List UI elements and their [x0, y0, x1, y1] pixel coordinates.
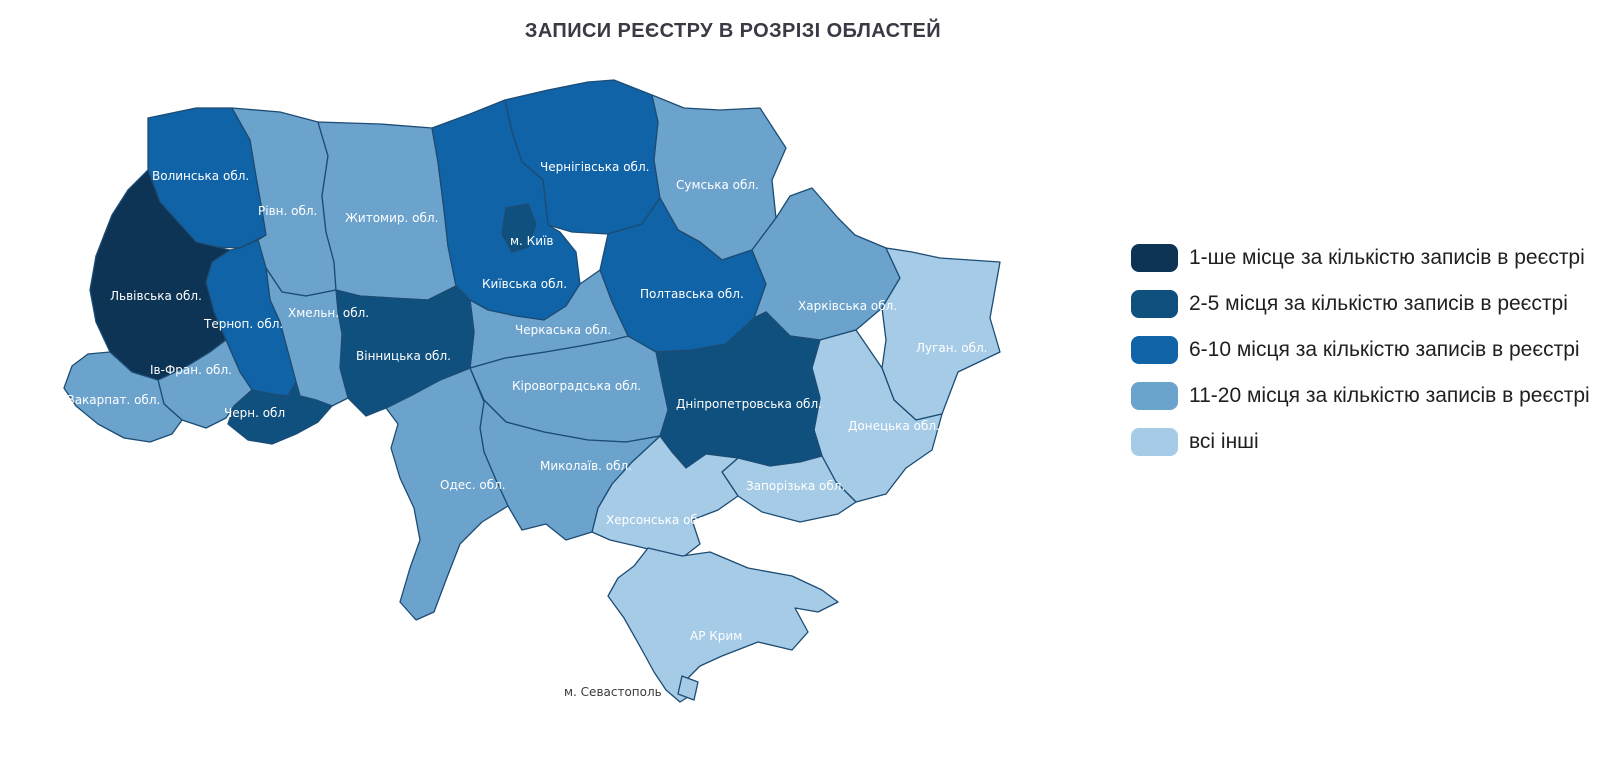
- region-sevastopol[interactable]: [677, 675, 699, 701]
- legend-row-2: 2-5 місця за кількістю записів в реєстрі: [1131, 290, 1620, 318]
- region-kyiv_city[interactable]: [501, 203, 537, 253]
- legend-label-1: 1-ше місце за кількістю записів в реєстр…: [1189, 246, 1585, 269]
- legend-label-2: 2-5 місця за кількістю записів в реєстрі: [1189, 292, 1568, 315]
- legend-row-3: 6-10 місця за кількістю записів в реєстр…: [1131, 336, 1620, 364]
- legend-row-4: 11-20 місця за кількістю записів в реєст…: [1131, 382, 1620, 410]
- legend-swatch-2: [1131, 290, 1178, 318]
- legend-swatch-4: [1131, 382, 1178, 410]
- region-crimea[interactable]: [607, 547, 839, 703]
- region-zakarpattia[interactable]: [63, 351, 183, 443]
- legend-row-1: 1-ше місце за кількістю записів в реєстр…: [1131, 244, 1620, 272]
- legend-swatch-5: [1131, 428, 1178, 456]
- legend-swatch-3: [1131, 336, 1178, 364]
- legend-swatch-1: [1131, 244, 1178, 272]
- legend-label-5: всі інші: [1189, 430, 1259, 453]
- legend-row-5: всі інші: [1131, 428, 1620, 456]
- region-luhansk[interactable]: [881, 247, 1001, 421]
- legend-label-4: 11-20 місця за кількістю записів в реєст…: [1189, 384, 1590, 407]
- region-cherkasy[interactable]: [469, 269, 629, 369]
- ukraine-map: Волинська обл.Рівн. обл. Житомир. обл.Чер…: [63, 79, 1001, 703]
- legend: 1-ше місце за кількістю записів в реєстр…: [1131, 244, 1620, 456]
- page-title: ЗАПИСИ РЕЄСТРУ В РОЗРІЗІ ОБЛАСТЕЙ: [524, 20, 942, 42]
- legend-label-3: 6-10 місця за кількістю записів в реєстр…: [1189, 338, 1580, 361]
- region-label-sevastopol: м. Севастополь: [564, 685, 662, 699]
- region-odesa[interactable]: [385, 367, 509, 621]
- region-chernivtsi[interactable]: [227, 381, 333, 445]
